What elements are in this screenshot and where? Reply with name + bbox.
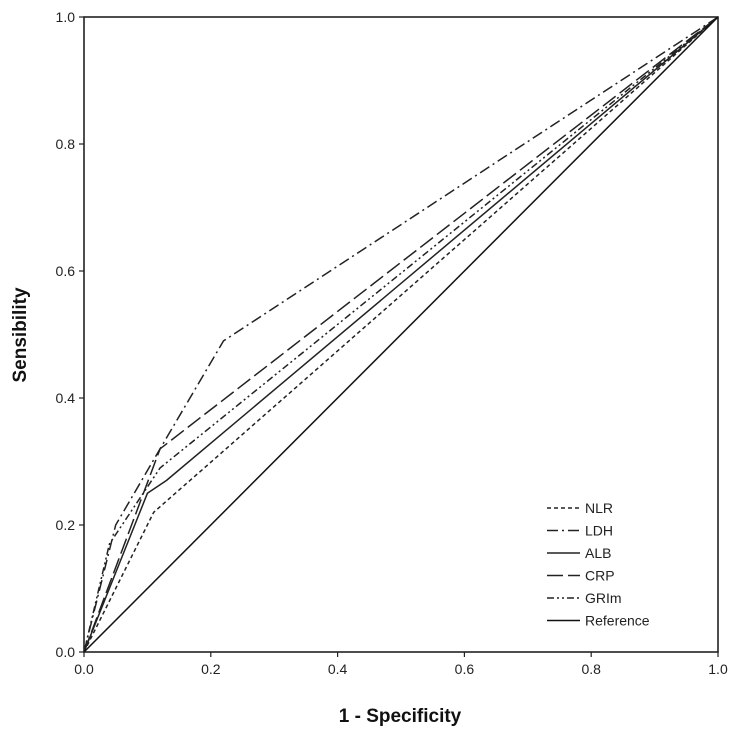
legend-label-ldh: LDH xyxy=(585,523,613,539)
y-tick-label: 0.0 xyxy=(56,644,76,660)
x-tick-label: 0.8 xyxy=(581,661,601,677)
legend-label-alb: ALB xyxy=(585,545,611,561)
y-tick-label: 0.4 xyxy=(56,390,76,406)
legend-label-crp: CRP xyxy=(585,568,615,584)
x-tick-label: 0.6 xyxy=(455,661,475,677)
series-line-grim xyxy=(83,16,719,653)
y-tick-label: 0.2 xyxy=(56,517,76,533)
x-tick-label: 0.0 xyxy=(74,661,94,677)
legend: NLR LDH ALB CRP GRIm Reference xyxy=(547,500,650,629)
x-tick-label: 0.4 xyxy=(328,661,348,677)
x-tick-label: 1.0 xyxy=(708,661,728,677)
x-axis-label: 1 - Specificity xyxy=(339,706,462,727)
legend-label-nlr: NLR xyxy=(585,500,613,516)
y-tick-label: 0.8 xyxy=(56,136,76,152)
y-axis-label: Sensibility xyxy=(10,287,31,382)
series-line-crp xyxy=(83,16,719,653)
axis-ticks: 0.0 0.2 0.4 0.6 0.8 1.0 0.0 0.2 0.4 0.6 0.8 1.0 xyxy=(56,9,728,677)
series-line-nlr xyxy=(83,16,719,653)
series-line-reference xyxy=(83,16,719,653)
x-tick-label: 0.2 xyxy=(201,661,221,677)
series-line-alb xyxy=(83,16,719,653)
legend-label-reference: Reference xyxy=(585,613,650,629)
series-lines xyxy=(83,16,719,653)
y-tick-label: 1.0 xyxy=(56,9,76,25)
legend-label-grim: GRIm xyxy=(585,590,622,606)
y-tick-label: 0.6 xyxy=(56,263,76,279)
